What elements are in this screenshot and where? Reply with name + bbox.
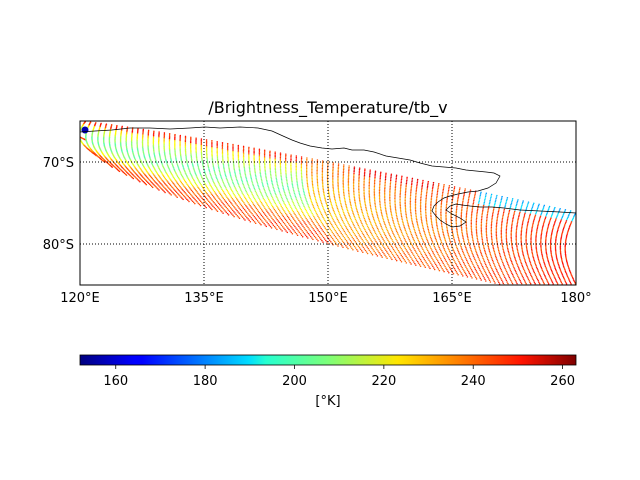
colorbar: 160 180 200 220 240 260 [°K] [79,354,577,409]
colorbar-tick-label-1: 180 [193,374,218,389]
lon-tick-label-2: 150°E [308,291,348,306]
longitude-tick-labels: 120°E 135°E 150°E 165°E 180° [60,291,591,306]
lon-tick-label-0: 120°E [60,291,100,306]
lat-tick-label-1: 80°S [43,238,74,253]
lon-tick-label-1: 135°E [184,291,224,306]
colorbar-tick-label-3: 220 [371,374,396,389]
colorbar-label: [°K] [315,394,340,409]
colorbar-gradient [79,354,577,366]
colorbar-tick-label-2: 200 [282,374,307,389]
colorbar-ticks: 160 180 200 220 240 260 [103,365,575,389]
colorbar-tick-label-5: 260 [550,374,575,389]
map-frame [79,120,577,286]
swath-points [80,121,576,285]
map-title: /Brightness_Temperature/tb_v [208,98,447,118]
colorbar-tick-label-4: 240 [461,374,486,389]
map-area [79,120,577,286]
coastline [80,126,576,228]
lon-tick-label-4: 180° [560,291,591,306]
latitude-tick-labels: 70°S 80°S [43,156,74,253]
lat-tick-label-0: 70°S [43,156,74,171]
colorbar-tick-label-0: 160 [103,374,128,389]
lon-tick-label-3: 165°E [432,291,472,306]
